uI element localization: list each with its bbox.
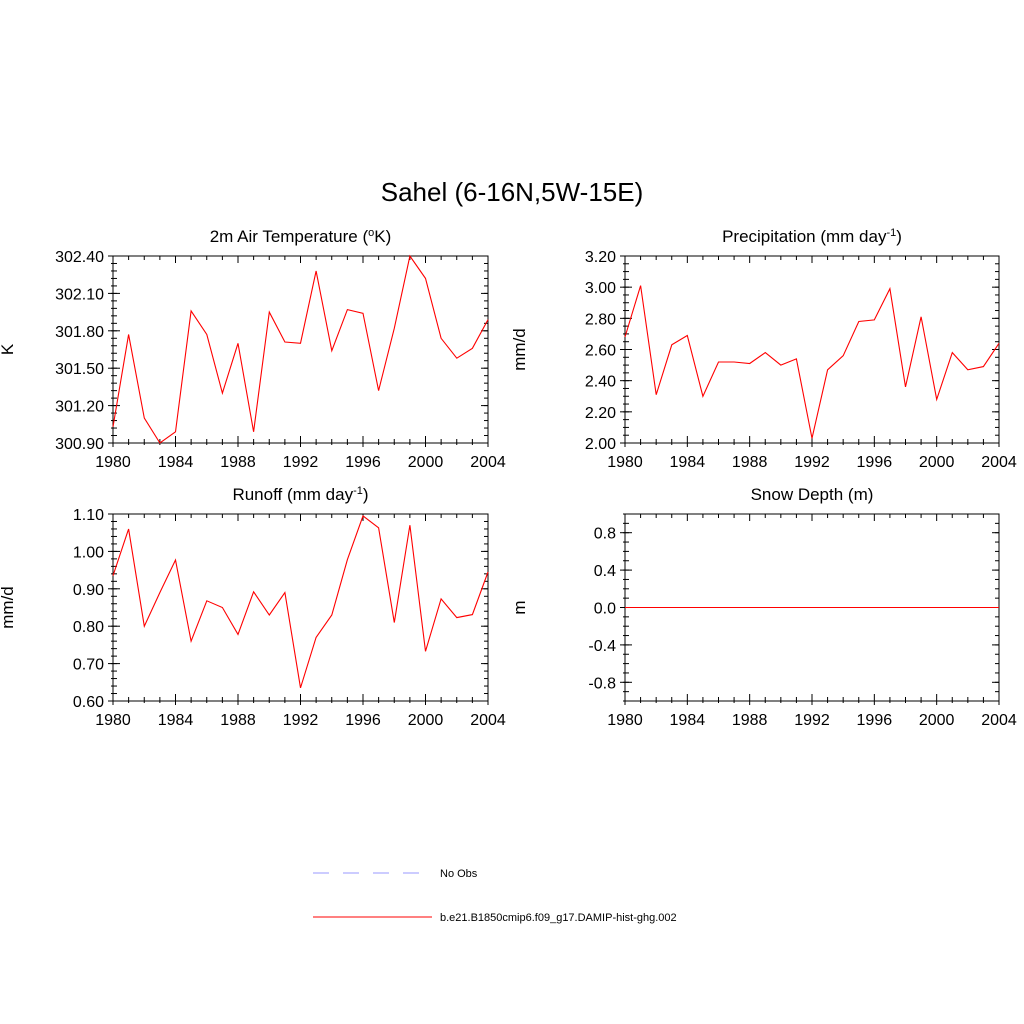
y-tick-label: 0.0 — [594, 601, 616, 618]
panel-title: 2m Air Temperature (oK) — [210, 227, 392, 246]
x-tick-label: 2000 — [919, 712, 955, 729]
x-tick-label: 1996 — [857, 712, 893, 729]
x-tick-label: 1980 — [607, 712, 643, 729]
panel-title-text-end: K) — [374, 227, 391, 246]
x-tick-label: 2004 — [470, 454, 506, 471]
y-tick-label: 0.4 — [594, 563, 616, 580]
x-tick-label: 1980 — [607, 454, 643, 471]
x-tick-label: 1984 — [158, 454, 194, 471]
panel-title: Precipitation (mm day-1) — [722, 227, 902, 246]
legend-label-model: b.e21.B1850cmip6.f09_g17.DAMIP-hist-ghg.… — [440, 912, 677, 924]
y-tick-label: 3.20 — [585, 249, 616, 266]
x-tick-label: 2004 — [470, 712, 506, 729]
panel-title-text: 2m Air Temperature ( — [210, 227, 369, 246]
x-tick-label: 2000 — [408, 712, 444, 729]
series-line — [112, 515, 489, 689]
series-line — [624, 285, 1000, 439]
legend-label-no-obs: No Obs — [440, 868, 478, 880]
panel-title-superscript: -1 — [353, 485, 363, 497]
y-tick-label: 2.00 — [585, 436, 616, 453]
y-tick-label: 300.90 — [55, 436, 104, 453]
panel-title-text: Precipitation (mm day — [722, 227, 887, 246]
panel-title-text: Runoff (mm day — [232, 485, 353, 504]
x-tick-label: 1992 — [283, 454, 319, 471]
panel-title-text: Snow Depth (m) — [751, 485, 874, 504]
panel-title-text-end: ) — [896, 227, 902, 246]
figure-title: Sahel (6-16N,5W-15E) — [381, 177, 644, 207]
x-tick-label: 1992 — [794, 454, 830, 471]
legend: No Obs b.e21.B1850cmip6.f09_g17.DAMIP-hi… — [313, 868, 677, 924]
y-tick-label: 2.80 — [585, 311, 616, 328]
x-tick-label: 2004 — [981, 712, 1017, 729]
y-tick-label: -0.4 — [588, 638, 616, 655]
x-tick-label: 1988 — [732, 712, 768, 729]
series-line — [112, 254, 489, 444]
y-tick-label: -0.8 — [588, 675, 616, 692]
x-tick-label: 2004 — [981, 454, 1017, 471]
panel-title-superscript: -1 — [886, 227, 896, 239]
x-tick-label: 1992 — [794, 712, 830, 729]
x-tick-label: 1980 — [95, 712, 131, 729]
y-axis-label: m — [510, 600, 529, 614]
y-tick-label: 301.20 — [55, 399, 104, 416]
y-tick-label: 301.50 — [55, 361, 104, 378]
x-tick-label: 2000 — [919, 454, 955, 471]
y-tick-label: 0.80 — [73, 619, 104, 636]
x-tick-label: 1984 — [670, 454, 706, 471]
y-axis-label: mm/d — [0, 586, 17, 629]
panel-air-temperature: 2m Air Temperature (oK) K 1980 1984 1988 1992… — [0, 227, 506, 471]
x-tick-label: 1992 — [283, 712, 319, 729]
x-tick-label: 1996 — [345, 712, 381, 729]
x-tick-label: 1984 — [670, 712, 706, 729]
panel-snow-depth: Snow Depth (m) m 1980 1984 1988 1992 1996 2000 2… — [510, 485, 1017, 729]
panel-runoff: Runoff (mm day-1) mm/d 1980 1984 1988 1992 199… — [0, 485, 506, 729]
y-tick-label: 2.40 — [585, 374, 616, 391]
x-tick-label: 1988 — [732, 454, 768, 471]
y-axis-label: K — [0, 343, 17, 355]
panel-title-text-end: ) — [363, 485, 369, 504]
y-tick-label: 2.60 — [585, 343, 616, 360]
x-tick-label: 1988 — [220, 712, 256, 729]
y-tick-label: 0.60 — [73, 694, 104, 711]
y-tick-label: 302.10 — [55, 286, 104, 303]
y-tick-label: 3.00 — [585, 280, 616, 297]
y-tick-label: 0.90 — [73, 582, 104, 599]
x-tick-label: 1988 — [220, 454, 256, 471]
x-tick-label: 1984 — [158, 712, 194, 729]
panel-title-superscript: o — [368, 227, 374, 239]
x-tick-label: 2000 — [408, 454, 444, 471]
y-tick-label: 1.00 — [73, 544, 104, 561]
x-tick-label: 1996 — [345, 454, 381, 471]
x-tick-label: 1996 — [857, 454, 893, 471]
panel-precipitation: Precipitation (mm day-1) mm/d 1980 1984 1988… — [510, 227, 1017, 471]
panel-title: Runoff (mm day-1) — [232, 485, 368, 504]
y-tick-label: 0.8 — [594, 526, 616, 543]
y-axis-label: mm/d — [510, 328, 529, 371]
y-tick-label: 1.10 — [73, 507, 104, 524]
y-tick-label: 0.70 — [73, 657, 104, 674]
panel-title: Snow Depth (m) — [751, 485, 874, 504]
y-tick-label: 2.20 — [585, 405, 616, 422]
x-tick-label: 1980 — [95, 454, 131, 471]
y-tick-label: 301.80 — [55, 324, 104, 341]
y-tick-label: 302.40 — [55, 249, 104, 266]
